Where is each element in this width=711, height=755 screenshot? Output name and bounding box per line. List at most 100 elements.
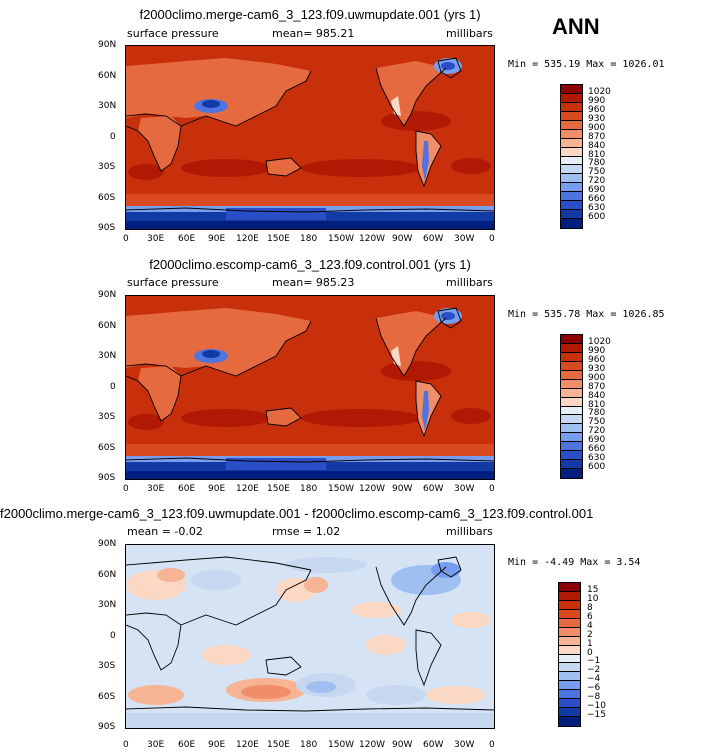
panel1-lat-tick: 30N (98, 101, 117, 111)
colorbar-cell (561, 388, 582, 398)
colorbar-cell (561, 433, 582, 443)
panel2-right-label: millibars (446, 276, 493, 289)
colorbar-label: 960 (588, 354, 606, 365)
panel3-lat-tick: 30S (98, 661, 116, 671)
lon-tick: 90W (392, 740, 413, 750)
colorbar-label: 870 (588, 131, 606, 142)
lon-tick: 120W (359, 740, 386, 750)
colorbar-cell (561, 406, 582, 416)
colorbar-label: 8 (587, 602, 593, 613)
lon-tick: 150E (267, 484, 290, 494)
panel2-colorbar (560, 334, 583, 479)
colorbar-label: −1 (587, 656, 601, 667)
panel3-lon-ticks: 0 30E 60E 90E 120E 150E 180 150W 120W 90… (123, 740, 495, 752)
panel2-center-label: mean= 985.23 (272, 276, 355, 289)
lon-tick: 30E (147, 484, 165, 494)
lon-tick: 0 (489, 484, 495, 494)
colorbar-cell (559, 699, 580, 709)
colorbar-label: 960 (588, 104, 606, 115)
panel1-title: f2000climo.merge-cam6_3_123.f09.uwmupdat… (139, 7, 481, 22)
colorbar-cell (561, 93, 582, 103)
colorbar-label: 600 (588, 212, 606, 223)
colorbar-cell (559, 591, 580, 601)
colorbar-cell (561, 370, 582, 380)
lon-tick: 60E (178, 234, 196, 244)
lon-tick: 180 (300, 740, 318, 750)
colorbar-cell (561, 156, 582, 166)
colorbar-cell (561, 397, 582, 407)
panel3-rmse-label: rmse = 1.02 (272, 525, 341, 538)
colorbar-cell (561, 201, 582, 211)
colorbar-cell (561, 460, 582, 470)
colorbar-cell (561, 165, 582, 175)
colorbar-label: 720 (588, 426, 606, 437)
colorbar-label: 900 (588, 122, 606, 133)
colorbar-label: 930 (588, 363, 606, 374)
lon-tick: 150E (267, 740, 290, 750)
panel3-lat-tick: 30N (98, 600, 117, 610)
colorbar-label: 660 (588, 444, 606, 455)
panel2-lat-tick: 0 (110, 382, 116, 392)
colorbar-label: 1020 (588, 336, 611, 347)
panel3-mean-label: mean = -0.02 (127, 525, 203, 538)
lon-tick: 30E (147, 740, 165, 750)
colorbar-label: 720 (588, 176, 606, 187)
panel1-colorbar-labels: 1020 990 960 930 900 870 840 810 780 750 720 690 660… (588, 84, 628, 227)
lon-tick: 90E (208, 484, 226, 494)
panel3-lat-tick: 0 (110, 631, 116, 641)
colorbar-cell (561, 183, 582, 193)
colorbar-cell (559, 627, 580, 637)
panel1-lat-tick: 30S (98, 162, 116, 172)
colorbar-label: 840 (588, 140, 606, 151)
colorbar-cell (561, 210, 582, 220)
panel3-map (125, 544, 495, 729)
panel3-colorbar-labels: 15 10 8 6 4 2 1 0 −1 −2 −4 −6 −8 −10 −15 (587, 582, 627, 725)
colorbar-cell (559, 636, 580, 646)
panel1-lat-tick: 90S (98, 223, 116, 233)
panel2-left-label: surface pressure (127, 276, 219, 289)
colorbar-label: 750 (588, 167, 606, 178)
lon-tick: 30W (454, 740, 475, 750)
lon-tick: 180 (300, 234, 318, 244)
panel1-minmax: Min = 535.19 Max = 1026.01 (508, 59, 665, 70)
colorbar-label: 6 (587, 611, 593, 622)
lon-tick: 90E (208, 740, 226, 750)
panel3-minmax: Min = -4.49 Max = 3.54 (508, 557, 641, 568)
panel3-lat-tick: 90S (98, 722, 116, 732)
colorbar-label: 900 (588, 372, 606, 383)
colorbar-label: 0 (587, 647, 593, 658)
colorbar-label: 690 (588, 185, 606, 196)
colorbar-cell (561, 85, 582, 94)
lon-tick: 180 (300, 484, 318, 494)
colorbar-label: 810 (588, 399, 606, 410)
lon-tick: 30E (147, 234, 165, 244)
colorbar-cell (559, 609, 580, 619)
colorbar-cell (559, 717, 580, 726)
colorbar-cell (561, 442, 582, 452)
colorbar-label: 690 (588, 435, 606, 446)
lon-tick: 90W (392, 234, 413, 244)
colorbar-label: 930 (588, 113, 606, 124)
colorbar-label: 870 (588, 381, 606, 392)
colorbar-label: 750 (588, 417, 606, 428)
colorbar-cell (561, 424, 582, 434)
colorbar-cell (561, 174, 582, 184)
colorbar-cell (561, 129, 582, 139)
panel2-lat-tick: 30N (98, 351, 117, 361)
colorbar-cell (561, 379, 582, 389)
colorbar-cell (559, 654, 580, 664)
panel2-map (125, 295, 495, 480)
lon-tick: 60W (423, 484, 444, 494)
lon-tick: 150W (328, 740, 355, 750)
colorbar-cell (561, 219, 582, 228)
colorbar-label: 780 (588, 158, 606, 169)
panel1-lat-tick: 90N (98, 40, 117, 50)
panel3-lat-tick: 60S (98, 692, 116, 702)
lon-tick: 150W (328, 234, 355, 244)
colorbar-label: 660 (588, 194, 606, 205)
panel3-right-label: millibars (446, 525, 493, 538)
colorbar-cell (559, 645, 580, 655)
colorbar-cell (559, 663, 580, 673)
panel3-title: f2000climo.merge-cam6_3_123.f09.uwmupdat… (0, 506, 594, 521)
colorbar-label: 2 (587, 629, 593, 640)
